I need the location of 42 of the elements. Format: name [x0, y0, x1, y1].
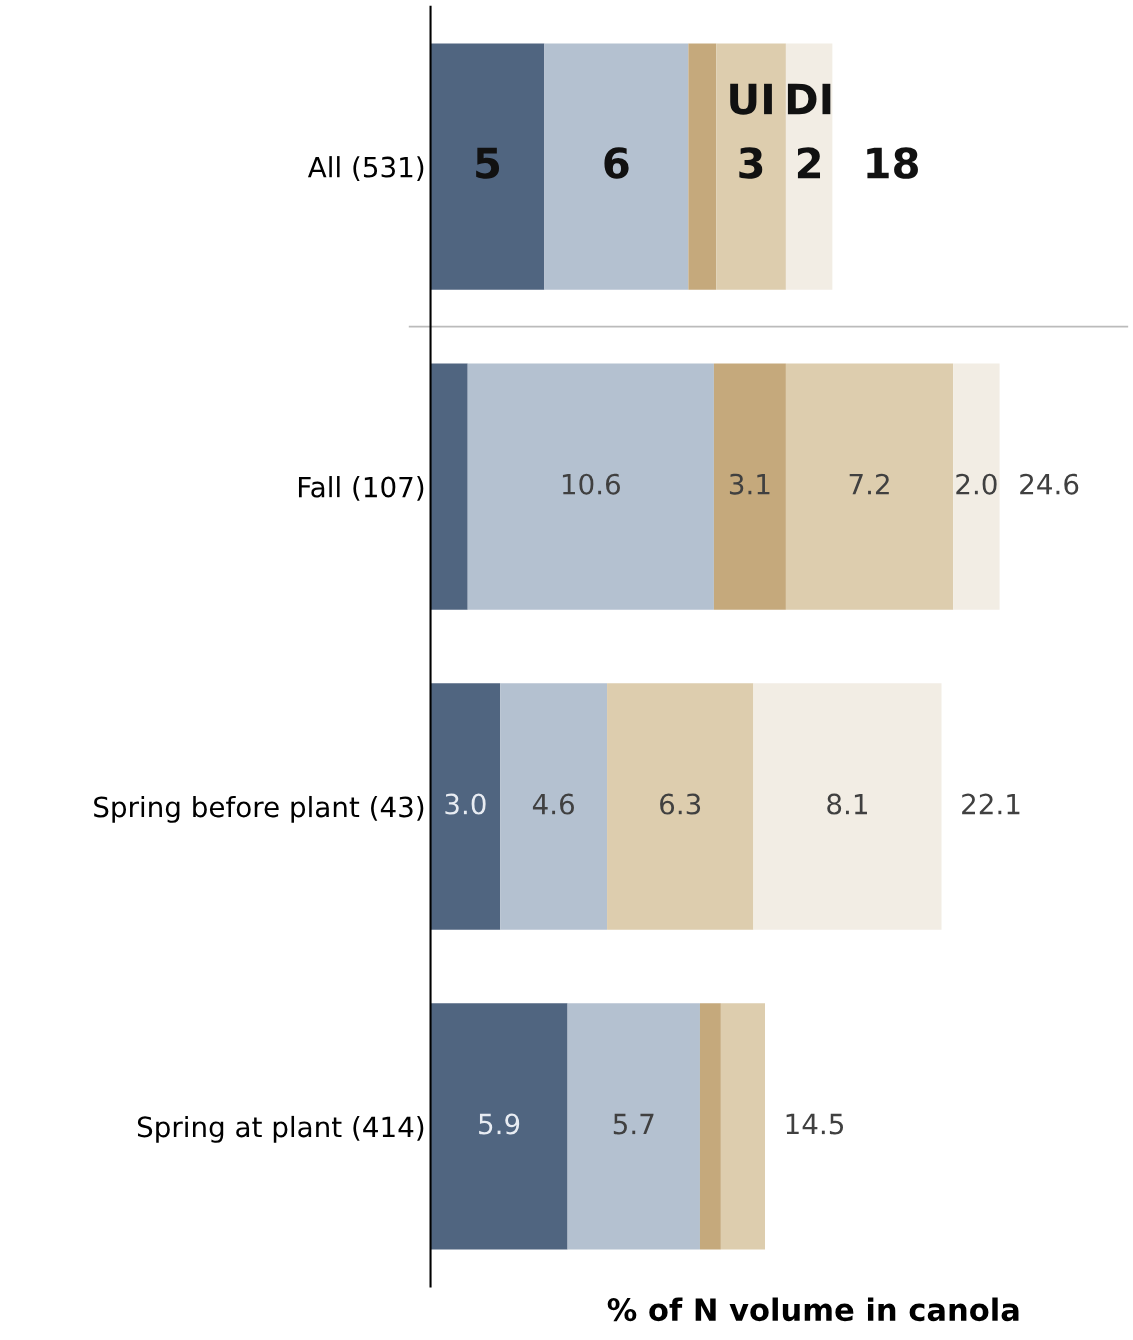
- bar: [430, 683, 501, 930]
- bar: [430, 1003, 568, 1250]
- bar: [688, 43, 717, 290]
- data-label: 5.9: [479, 1113, 520, 1135]
- bar: [785, 363, 954, 610]
- y-tick-label: Spring at plant (414): [137, 1115, 424, 1143]
- data-label: 2.0: [956, 473, 997, 495]
- bar: [713, 363, 786, 610]
- bar: [430, 43, 545, 290]
- bar: [953, 363, 1000, 610]
- bar: [716, 43, 786, 290]
- bar: [720, 1003, 765, 1250]
- bar: [567, 1003, 700, 1250]
- bar: [753, 683, 942, 930]
- total-label: 22.1: [962, 793, 1020, 815]
- y-tick-label: Fall (107): [298, 476, 424, 501]
- data-label: 6: [604, 147, 629, 179]
- series-label: DI: [787, 83, 831, 115]
- bar: [699, 1003, 721, 1250]
- series-label: UI: [730, 83, 772, 115]
- data-label: 10.6: [562, 473, 620, 495]
- x-axis-title: % of N volume in canola: [607, 1297, 1019, 1322]
- data-label: 8.1: [827, 793, 867, 815]
- total-label: 24.6: [1020, 473, 1079, 495]
- data-label: 6.3: [660, 793, 701, 815]
- data-label: 2: [797, 147, 821, 179]
- data-label: 4.6: [532, 793, 574, 815]
- data-label: 3.1: [729, 473, 770, 495]
- data-label: 5.7: [613, 1113, 654, 1135]
- bar: [467, 363, 714, 610]
- bar: [500, 683, 608, 930]
- bar: [430, 363, 468, 610]
- data-label: 3.0: [445, 793, 486, 815]
- data-label: 7.2: [849, 473, 889, 495]
- total-label: 18: [867, 147, 918, 179]
- y-tick-label: All (531): [307, 156, 424, 181]
- y-tick-label: Spring before plant (43): [94, 795, 424, 823]
- bar: [607, 683, 754, 930]
- bar: [544, 43, 689, 290]
- total-label: 14.5: [786, 1113, 844, 1135]
- data-label: 5: [476, 147, 500, 179]
- data-label: 3: [739, 147, 763, 179]
